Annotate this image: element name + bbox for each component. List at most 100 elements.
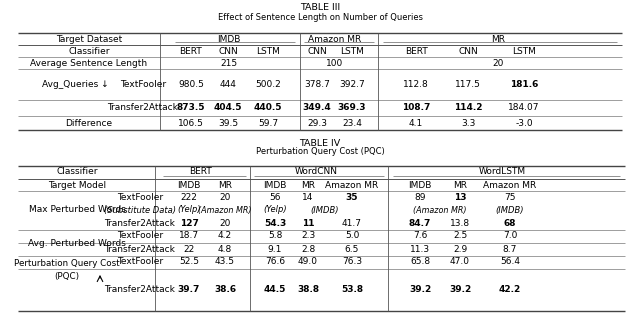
Text: Target Model: Target Model: [48, 181, 106, 190]
Text: Transfer2Attack: Transfer2Attack: [104, 285, 175, 295]
Text: 49.0: 49.0: [298, 257, 318, 267]
Text: (Amazon MR): (Amazon MR): [413, 205, 467, 214]
Text: (IMDB): (IMDB): [496, 205, 524, 214]
Text: Avg. Perturbed Words: Avg. Perturbed Words: [28, 239, 126, 247]
Text: Classifier: Classifier: [56, 167, 98, 176]
Text: MR: MR: [491, 35, 505, 44]
Text: 4.2: 4.2: [218, 231, 232, 241]
Text: 56.4: 56.4: [500, 257, 520, 267]
Text: 222: 222: [180, 192, 197, 202]
Text: TABLE III: TABLE III: [300, 3, 340, 13]
Text: 127: 127: [180, 219, 198, 228]
Text: 500.2: 500.2: [255, 79, 281, 89]
Text: (PQC): (PQC): [54, 272, 79, 280]
Text: Transfer2Attack: Transfer2Attack: [108, 104, 179, 112]
Text: 9.1: 9.1: [268, 245, 282, 253]
Text: TextFooler: TextFooler: [117, 231, 163, 241]
Text: 47.0: 47.0: [450, 257, 470, 267]
Text: 349.4: 349.4: [303, 104, 332, 112]
Text: 39.2: 39.2: [409, 285, 431, 295]
Text: TABLE IV: TABLE IV: [300, 138, 340, 148]
Text: MR: MR: [301, 181, 315, 190]
Text: 184.07: 184.07: [508, 104, 540, 112]
Text: IMDB: IMDB: [177, 181, 201, 190]
Text: (IMDB): (IMDB): [311, 205, 339, 214]
Text: 6.5: 6.5: [345, 245, 359, 253]
Text: 76.6: 76.6: [265, 257, 285, 267]
Text: Amazon MR: Amazon MR: [325, 181, 379, 190]
Text: (Substitute Data): (Substitute Data): [104, 205, 176, 214]
Text: Perturbation Query Cost: Perturbation Query Cost: [14, 259, 120, 268]
Text: 54.3: 54.3: [264, 219, 286, 228]
Text: Transfer2Attack: Transfer2Attack: [104, 219, 175, 228]
Text: BERT: BERT: [180, 46, 202, 56]
Text: Average Sentence Length: Average Sentence Length: [31, 58, 148, 68]
Text: 29.3: 29.3: [307, 118, 327, 127]
Text: 39.5: 39.5: [218, 118, 238, 127]
Text: 11: 11: [301, 219, 314, 228]
Text: (Yelp): (Yelp): [177, 205, 201, 214]
Text: 14: 14: [302, 192, 314, 202]
Text: 13: 13: [454, 192, 467, 202]
Text: Classifier: Classifier: [68, 46, 109, 56]
Text: 112.8: 112.8: [403, 79, 429, 89]
Text: TextFooler: TextFooler: [117, 257, 163, 267]
Text: 114.2: 114.2: [454, 104, 483, 112]
Text: 2.5: 2.5: [453, 231, 467, 241]
Text: CNN: CNN: [218, 46, 238, 56]
Text: BERT: BERT: [189, 167, 212, 176]
Text: 65.8: 65.8: [410, 257, 430, 267]
Text: Transfer2Attack: Transfer2Attack: [104, 245, 175, 253]
Text: MR: MR: [218, 181, 232, 190]
Text: 980.5: 980.5: [178, 79, 204, 89]
Text: 100: 100: [326, 58, 344, 68]
Text: 20: 20: [220, 192, 230, 202]
Text: 42.2: 42.2: [499, 285, 521, 295]
Text: 4.1: 4.1: [409, 118, 423, 127]
Text: Perturbation Query Cost (PQC): Perturbation Query Cost (PQC): [255, 148, 385, 156]
Text: 38.6: 38.6: [214, 285, 236, 295]
Text: 23.4: 23.4: [342, 118, 362, 127]
Text: Amazon MR: Amazon MR: [308, 35, 362, 44]
Text: 22: 22: [184, 245, 195, 253]
Text: 117.5: 117.5: [455, 79, 481, 89]
Text: WordLSTM: WordLSTM: [479, 167, 525, 176]
Text: 2.3: 2.3: [301, 231, 315, 241]
Text: 44.5: 44.5: [264, 285, 286, 295]
Text: 89: 89: [414, 192, 426, 202]
Text: IMDB: IMDB: [408, 181, 432, 190]
Text: 38.8: 38.8: [297, 285, 319, 295]
Text: 13.8: 13.8: [450, 219, 470, 228]
Text: 444: 444: [220, 79, 236, 89]
Text: 18.7: 18.7: [179, 231, 199, 241]
Text: 11.3: 11.3: [410, 245, 430, 253]
Text: 20: 20: [492, 58, 504, 68]
Text: 2.8: 2.8: [301, 245, 315, 253]
Text: 369.3: 369.3: [338, 104, 366, 112]
Text: CNN: CNN: [458, 46, 478, 56]
Text: 75: 75: [504, 192, 516, 202]
Text: TextFooler: TextFooler: [120, 79, 166, 89]
Text: 106.5: 106.5: [178, 118, 204, 127]
Text: 8.7: 8.7: [503, 245, 517, 253]
Text: TextFooler: TextFooler: [117, 192, 163, 202]
Text: 84.7: 84.7: [409, 219, 431, 228]
Text: (Amazon MR): (Amazon MR): [198, 205, 252, 214]
Text: 59.7: 59.7: [258, 118, 278, 127]
Text: Amazon MR: Amazon MR: [483, 181, 536, 190]
Text: Target Dataset: Target Dataset: [56, 35, 122, 44]
Text: 76.3: 76.3: [342, 257, 362, 267]
Text: 39.7: 39.7: [178, 285, 200, 295]
Text: 52.5: 52.5: [179, 257, 199, 267]
Text: CNN: CNN: [307, 46, 327, 56]
Text: 3.3: 3.3: [461, 118, 475, 127]
Text: 68: 68: [504, 219, 516, 228]
Text: -3.0: -3.0: [515, 118, 533, 127]
Text: 53.8: 53.8: [341, 285, 363, 295]
Text: 4.8: 4.8: [218, 245, 232, 253]
Text: 5.8: 5.8: [268, 231, 282, 241]
Text: 392.7: 392.7: [339, 79, 365, 89]
Text: 5.0: 5.0: [345, 231, 359, 241]
Text: MR: MR: [453, 181, 467, 190]
Text: 39.2: 39.2: [449, 285, 471, 295]
